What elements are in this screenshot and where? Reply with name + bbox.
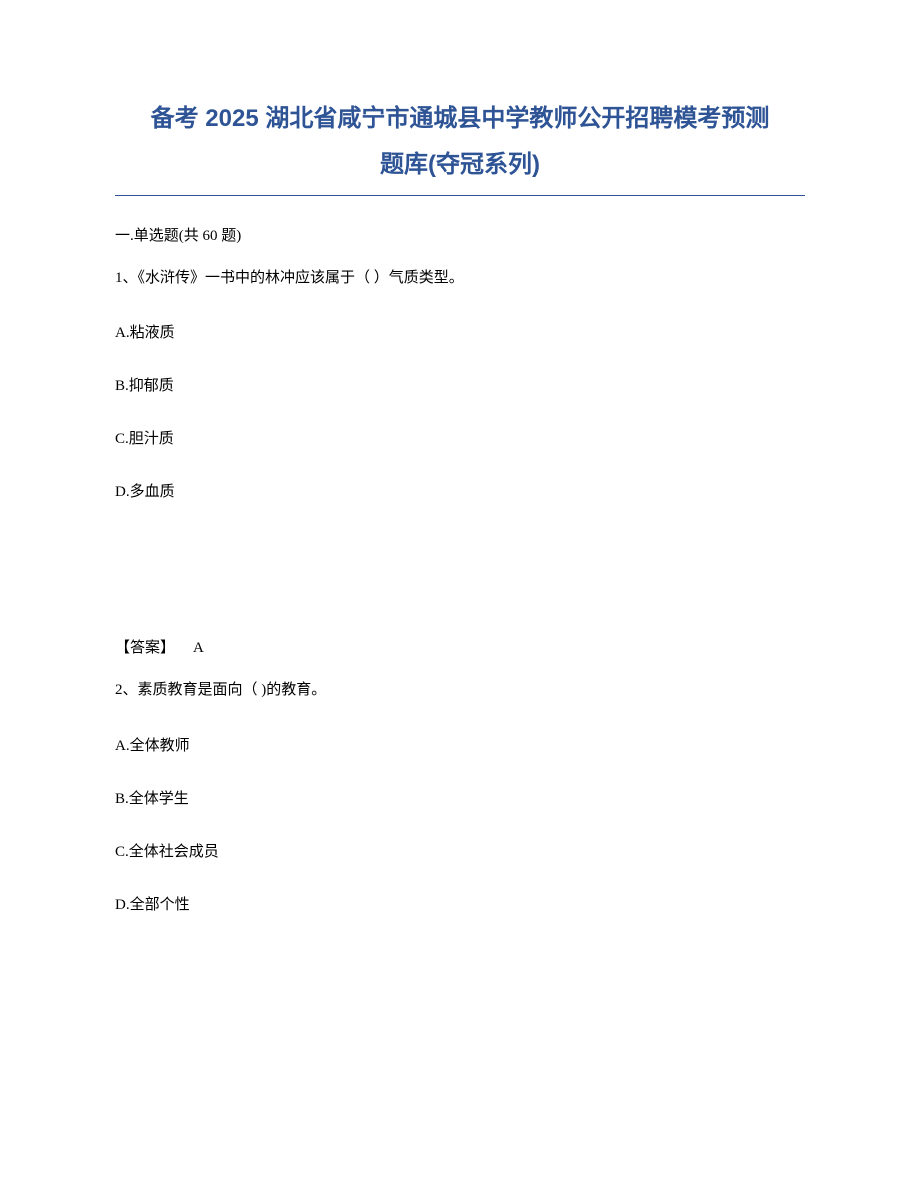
question-2-option-c: C.全体社会成员 [115, 840, 805, 861]
answer-value: A [193, 640, 204, 656]
question-1-option-d: D.多血质 [115, 480, 805, 501]
title-underline [115, 195, 805, 196]
question-1-option-a: A.粘液质 [115, 321, 805, 342]
question-2-option-b: B.全体学生 [115, 787, 805, 808]
question-1-stem: 《水浒传》一书中的林冲应该属于（ ）气质类型。 [138, 270, 464, 286]
title-line-2: 题库(夺冠系列) [115, 146, 805, 184]
question-1-option-c: C.胆汁质 [115, 427, 805, 448]
title-line-1: 备考 2025 湖北省咸宁市通城县中学教师公开招聘模考预测 [115, 100, 805, 138]
document-title: 备考 2025 湖北省咸宁市通城县中学教师公开招聘模考预测 题库(夺冠系列) [115, 100, 805, 185]
question-2-stem: 素质教育是面向（ )的教育。 [138, 682, 327, 698]
question-2-text: 2、素质教育是面向（ )的教育。 [115, 679, 805, 702]
question-2-option-a: A.全体教师 [115, 734, 805, 755]
question-1-number: 1、 [115, 270, 138, 286]
question-1-option-b: B.抑郁质 [115, 374, 805, 395]
section-header: 一.单选题(共 60 题) [115, 224, 805, 245]
question-1-answer: 【答案】 A [115, 636, 805, 657]
question-1-text: 1、《水浒传》一书中的林冲应该属于（ ）气质类型。 [115, 267, 805, 290]
question-2-number: 2、 [115, 682, 138, 698]
answer-label: 【答案】 [115, 640, 175, 656]
question-2-option-d: D.全部个性 [115, 893, 805, 914]
